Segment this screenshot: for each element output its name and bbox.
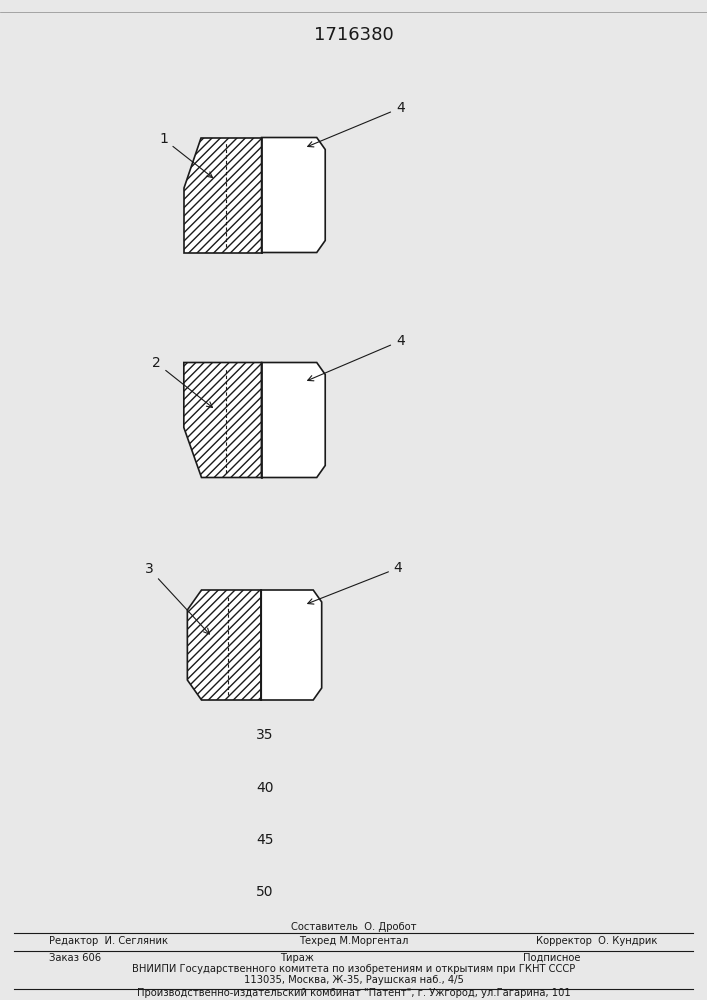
Text: 40: 40 bbox=[257, 781, 274, 795]
Text: Заказ 606: Заказ 606 bbox=[49, 953, 102, 963]
Text: 4: 4 bbox=[308, 334, 404, 381]
Text: Производственно-издательский комбинат "Патент", г. Ужгород, ул.Гагарина, 101: Производственно-издательский комбинат "П… bbox=[136, 988, 571, 998]
Text: 113035, Москва, Ж-35, Раушская наб., 4/5: 113035, Москва, Ж-35, Раушская наб., 4/5 bbox=[244, 975, 463, 985]
Text: Редактор  И. Сегляник: Редактор И. Сегляник bbox=[49, 936, 168, 946]
Polygon shape bbox=[187, 590, 262, 700]
Text: 2: 2 bbox=[152, 356, 213, 407]
Polygon shape bbox=[262, 362, 325, 478]
Polygon shape bbox=[262, 590, 322, 700]
Text: Корректор  О. Кундрик: Корректор О. Кундрик bbox=[536, 936, 658, 946]
Text: 50: 50 bbox=[257, 885, 274, 899]
Text: Техред М.Моргентал: Техред М.Моргентал bbox=[299, 936, 408, 946]
Text: 45: 45 bbox=[257, 833, 274, 847]
Text: Подписное: Подписное bbox=[522, 953, 580, 963]
Text: ВНИИПИ Государственного комитета по изобретениям и открытиям при ГКНТ СССР: ВНИИПИ Государственного комитета по изоб… bbox=[132, 964, 575, 974]
Text: 4: 4 bbox=[308, 561, 402, 604]
Polygon shape bbox=[184, 137, 262, 252]
Text: 35: 35 bbox=[257, 728, 274, 742]
Text: 1716380: 1716380 bbox=[314, 26, 393, 44]
Text: Тираж: Тираж bbox=[280, 953, 314, 963]
Text: 4: 4 bbox=[308, 101, 404, 147]
Text: 1: 1 bbox=[159, 132, 213, 178]
Polygon shape bbox=[262, 137, 325, 252]
Text: Составитель  О. Дробот: Составитель О. Дробот bbox=[291, 922, 416, 932]
Text: 3: 3 bbox=[145, 562, 209, 634]
Polygon shape bbox=[184, 362, 262, 478]
